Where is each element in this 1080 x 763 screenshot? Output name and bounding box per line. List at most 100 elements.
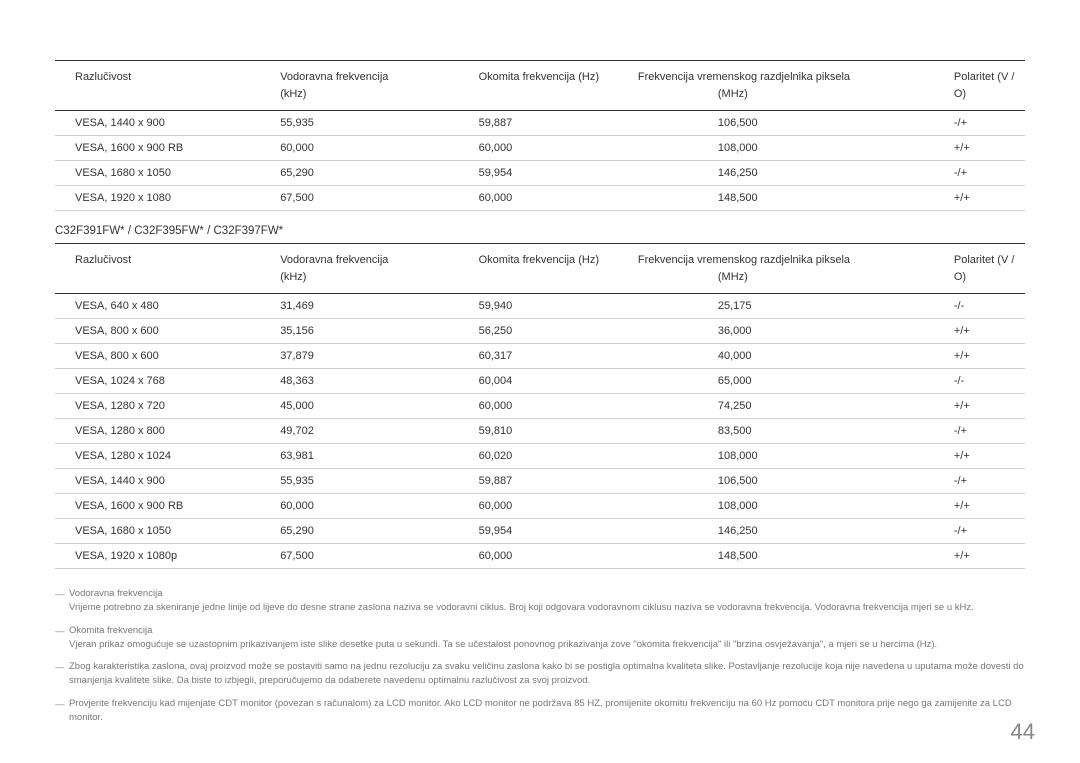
cell-polarity: +/+ bbox=[899, 186, 1025, 211]
cell-vertical-freq: 56,250 bbox=[424, 319, 608, 344]
cell-resolution: VESA, 800 x 600 bbox=[55, 319, 210, 344]
table-row: VESA, 1600 x 900 RB60,00060,000108,000+/… bbox=[55, 494, 1025, 519]
cell-horizontal-freq: 48,363 bbox=[210, 369, 423, 394]
cell-polarity: -/+ bbox=[899, 111, 1025, 136]
cell-polarity: +/+ bbox=[899, 319, 1025, 344]
cell-pixel-clock: 74,250 bbox=[608, 394, 899, 419]
cell-polarity: -/+ bbox=[899, 469, 1025, 494]
cell-vertical-freq: 60,000 bbox=[424, 394, 608, 419]
cell-horizontal-freq: 65,290 bbox=[210, 161, 423, 186]
table-row: VESA, 1440 x 90055,93559,887106,500-/+ bbox=[55, 469, 1025, 494]
cell-vertical-freq: 59,810 bbox=[424, 419, 608, 444]
cell-horizontal-freq: 67,500 bbox=[210, 544, 423, 569]
th-pixel-clock-line2: (MHz) bbox=[638, 86, 893, 103]
table-row: VESA, 1600 x 900 RB60,00060,000108,000+/… bbox=[55, 136, 1025, 161]
cell-pixel-clock: 146,250 bbox=[608, 519, 899, 544]
table-header-row: Razlučivost Vodoravna frekvencija (kHz) … bbox=[55, 61, 1025, 111]
cell-pixel-clock: 36,000 bbox=[608, 319, 899, 344]
page-number: 44 bbox=[1011, 719, 1035, 745]
cell-polarity: -/+ bbox=[899, 161, 1025, 186]
th-resolution: Razlučivost bbox=[55, 244, 210, 294]
footnote: ―Okomita frekvencijaVjeran prikaz omoguć… bbox=[55, 624, 1025, 653]
cell-polarity: -/+ bbox=[899, 419, 1025, 444]
cell-horizontal-freq: 55,935 bbox=[210, 111, 423, 136]
cell-horizontal-freq: 60,000 bbox=[210, 136, 423, 161]
cell-resolution: VESA, 1280 x 800 bbox=[55, 419, 210, 444]
th-polarity: Polaritet (V / O) bbox=[899, 61, 1025, 111]
th-vertical-freq: Okomita frekvencija (Hz) bbox=[424, 244, 608, 294]
cell-horizontal-freq: 37,879 bbox=[210, 344, 423, 369]
cell-polarity: -/- bbox=[899, 369, 1025, 394]
th-resolution: Razlučivost bbox=[55, 61, 210, 111]
cell-horizontal-freq: 49,702 bbox=[210, 419, 423, 444]
table-row: VESA, 1024 x 76848,36360,00465,000-/- bbox=[55, 369, 1025, 394]
cell-vertical-freq: 60,317 bbox=[424, 344, 608, 369]
cell-polarity: -/- bbox=[899, 294, 1025, 319]
cell-horizontal-freq: 55,935 bbox=[210, 469, 423, 494]
cell-polarity: -/+ bbox=[899, 519, 1025, 544]
footnote-text: Zbog karakteristika zaslona, ovaj proizv… bbox=[69, 660, 1025, 689]
footnote-text: Okomita frekvencijaVjeran prikaz omoguću… bbox=[69, 624, 1025, 653]
cell-resolution: VESA, 1680 x 1050 bbox=[55, 519, 210, 544]
cell-vertical-freq: 60,000 bbox=[424, 136, 608, 161]
cell-polarity: +/+ bbox=[899, 444, 1025, 469]
cell-pixel-clock: 83,500 bbox=[608, 419, 899, 444]
model-section-title: C32F391FW* / C32F395FW* / C32F397FW* bbox=[55, 225, 1025, 237]
th-pixel-clock-line1: Frekvencija vremenskog razdjelnika pikse… bbox=[638, 71, 850, 83]
cell-horizontal-freq: 31,469 bbox=[210, 294, 423, 319]
table-row: VESA, 800 x 60037,87960,31740,000+/+ bbox=[55, 344, 1025, 369]
cell-vertical-freq: 59,887 bbox=[424, 111, 608, 136]
cell-pixel-clock: 108,000 bbox=[608, 494, 899, 519]
cell-polarity: +/+ bbox=[899, 344, 1025, 369]
cell-vertical-freq: 59,940 bbox=[424, 294, 608, 319]
footnote-title: Vodoravna frekvencija bbox=[69, 587, 1025, 601]
footnote-body: Vjeran prikaz omogućuje se uzastopnim pr… bbox=[69, 639, 937, 650]
footnote-text: Vodoravna frekvencijaVrijeme potrebno za… bbox=[69, 587, 1025, 616]
footnote-title: Okomita frekvencija bbox=[69, 624, 1025, 638]
cell-horizontal-freq: 60,000 bbox=[210, 494, 423, 519]
footnote-dash-icon: ― bbox=[55, 624, 69, 639]
th-horizontal-freq: Vodoravna frekvencija (kHz) bbox=[210, 244, 423, 294]
timing-table-1: Razlučivost Vodoravna frekvencija (kHz) … bbox=[55, 60, 1025, 211]
timing-table-2: Razlučivost Vodoravna frekvencija (kHz) … bbox=[55, 243, 1025, 569]
cell-resolution: VESA, 1440 x 900 bbox=[55, 469, 210, 494]
footnotes: ―Vodoravna frekvencijaVrijeme potrebno z… bbox=[55, 587, 1025, 725]
cell-horizontal-freq: 63,981 bbox=[210, 444, 423, 469]
cell-resolution: VESA, 1280 x 720 bbox=[55, 394, 210, 419]
table-row: VESA, 640 x 48031,46959,94025,175-/- bbox=[55, 294, 1025, 319]
cell-polarity: +/+ bbox=[899, 136, 1025, 161]
cell-horizontal-freq: 67,500 bbox=[210, 186, 423, 211]
cell-pixel-clock: 146,250 bbox=[608, 161, 899, 186]
table-row: VESA, 1280 x 102463,98160,020108,000+/+ bbox=[55, 444, 1025, 469]
cell-polarity: +/+ bbox=[899, 394, 1025, 419]
footnote-dash-icon: ― bbox=[55, 587, 69, 602]
cell-horizontal-freq: 65,290 bbox=[210, 519, 423, 544]
table-row: VESA, 1680 x 105065,29059,954146,250-/+ bbox=[55, 161, 1025, 186]
cell-pixel-clock: 108,000 bbox=[608, 136, 899, 161]
cell-polarity: +/+ bbox=[899, 544, 1025, 569]
table-row: VESA, 1920 x 108067,50060,000148,500+/+ bbox=[55, 186, 1025, 211]
cell-horizontal-freq: 45,000 bbox=[210, 394, 423, 419]
table-row: VESA, 1280 x 72045,00060,00074,250+/+ bbox=[55, 394, 1025, 419]
cell-pixel-clock: 148,500 bbox=[608, 186, 899, 211]
cell-pixel-clock: 106,500 bbox=[608, 469, 899, 494]
th-polarity: Polaritet (V / O) bbox=[899, 244, 1025, 294]
cell-pixel-clock: 25,175 bbox=[608, 294, 899, 319]
table-row: VESA, 1680 x 105065,29059,954146,250-/+ bbox=[55, 519, 1025, 544]
cell-resolution: VESA, 1680 x 1050 bbox=[55, 161, 210, 186]
footnote: ―Zbog karakteristika zaslona, ovaj proiz… bbox=[55, 660, 1025, 689]
cell-resolution: VESA, 1600 x 900 RB bbox=[55, 136, 210, 161]
th-pixel-clock-line2: (MHz) bbox=[638, 269, 893, 286]
th-vertical-freq: Okomita frekvencija (Hz) bbox=[424, 61, 608, 111]
cell-horizontal-freq: 35,156 bbox=[210, 319, 423, 344]
cell-resolution: VESA, 1920 x 1080p bbox=[55, 544, 210, 569]
cell-resolution: VESA, 1280 x 1024 bbox=[55, 444, 210, 469]
cell-resolution: VESA, 1024 x 768 bbox=[55, 369, 210, 394]
cell-vertical-freq: 59,887 bbox=[424, 469, 608, 494]
cell-vertical-freq: 60,000 bbox=[424, 494, 608, 519]
th-pixel-clock-line1: Frekvencija vremenskog razdjelnika pikse… bbox=[638, 254, 850, 266]
cell-resolution: VESA, 1920 x 1080 bbox=[55, 186, 210, 211]
footnote-body: Provjerite frekvenciju kad mijenjate CDT… bbox=[69, 698, 1012, 723]
th-pixel-clock: Frekvencija vremenskog razdjelnika pikse… bbox=[608, 244, 899, 294]
table-row: VESA, 1440 x 90055,93559,887106,500-/+ bbox=[55, 111, 1025, 136]
